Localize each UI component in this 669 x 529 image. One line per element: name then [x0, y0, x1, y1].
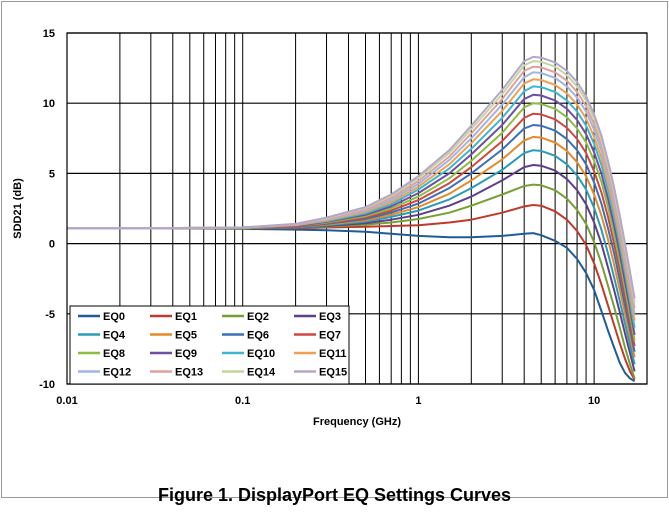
tick-labels: 0.01 0.1 1 10 -10 -5 0 5 10 15	[39, 28, 600, 407]
y-tick-label: 5	[49, 168, 55, 180]
legend: EQ0 EQ1 EQ2 EQ3 EQ4 EQ5 EQ6 EQ7 EQ8 EQ9 EQ10 EQ11 EQ…	[69, 305, 350, 385]
series-line-eq11	[67, 78, 636, 321]
y-tick-label: -10	[39, 379, 55, 391]
legend-label-eq10: EQ10	[247, 348, 275, 360]
x-tick-label: 10	[588, 395, 600, 407]
series-line-eq0	[67, 227, 636, 383]
plot-border	[66, 32, 648, 385]
legend-label-eq9: EQ9	[175, 348, 197, 360]
x-tick-label: 1	[415, 395, 421, 407]
legend-label-eq8: EQ8	[103, 348, 125, 360]
y-tick-label: 0	[49, 239, 55, 251]
y-tick-label: 10	[43, 98, 55, 110]
y-axis-title: SDD21 (dB)	[12, 178, 24, 239]
legend-label-eq2: EQ2	[247, 311, 269, 323]
series-line-eq12	[67, 71, 636, 314]
legend-label-eq14: EQ14	[247, 367, 276, 379]
legend-label-eq15: EQ15	[319, 367, 347, 379]
legend-label-eq1: EQ1	[175, 311, 197, 323]
x-tick-label: 0.01	[56, 395, 77, 407]
chart-svg: 0.01 0.1 1 10 -10 -5 0 5 10 15 Frequency (GHz) SD…	[12, 28, 648, 428]
series-lines	[67, 55, 636, 383]
y-tick-label: -5	[45, 309, 55, 321]
legend-label-eq4: EQ4	[103, 330, 126, 342]
series-line-eq14	[67, 60, 636, 303]
legend-label-eq7: EQ7	[319, 330, 341, 342]
legend-label-eq0: EQ0	[103, 311, 125, 323]
legend-label-eq13: EQ13	[175, 367, 203, 379]
legend-label-eq5: EQ5	[175, 330, 197, 342]
figure-caption: Figure 1. DisplayPort EQ Settings Curves	[157, 485, 512, 505]
series-line-eq10	[67, 85, 636, 328]
y-tick-label: 15	[43, 28, 55, 40]
legend-label-eq12: EQ12	[103, 367, 131, 379]
x-tick-label: 0.1	[235, 395, 250, 407]
legend-label-eq11: EQ11	[319, 348, 347, 360]
legend-label-eq3: EQ3	[319, 311, 341, 323]
chart-area	[1, 1, 668, 498]
legend-label-eq6: EQ6	[247, 330, 269, 342]
x-axis-title: Frequency (GHz)	[313, 416, 401, 428]
series-line-eq15	[67, 55, 636, 299]
